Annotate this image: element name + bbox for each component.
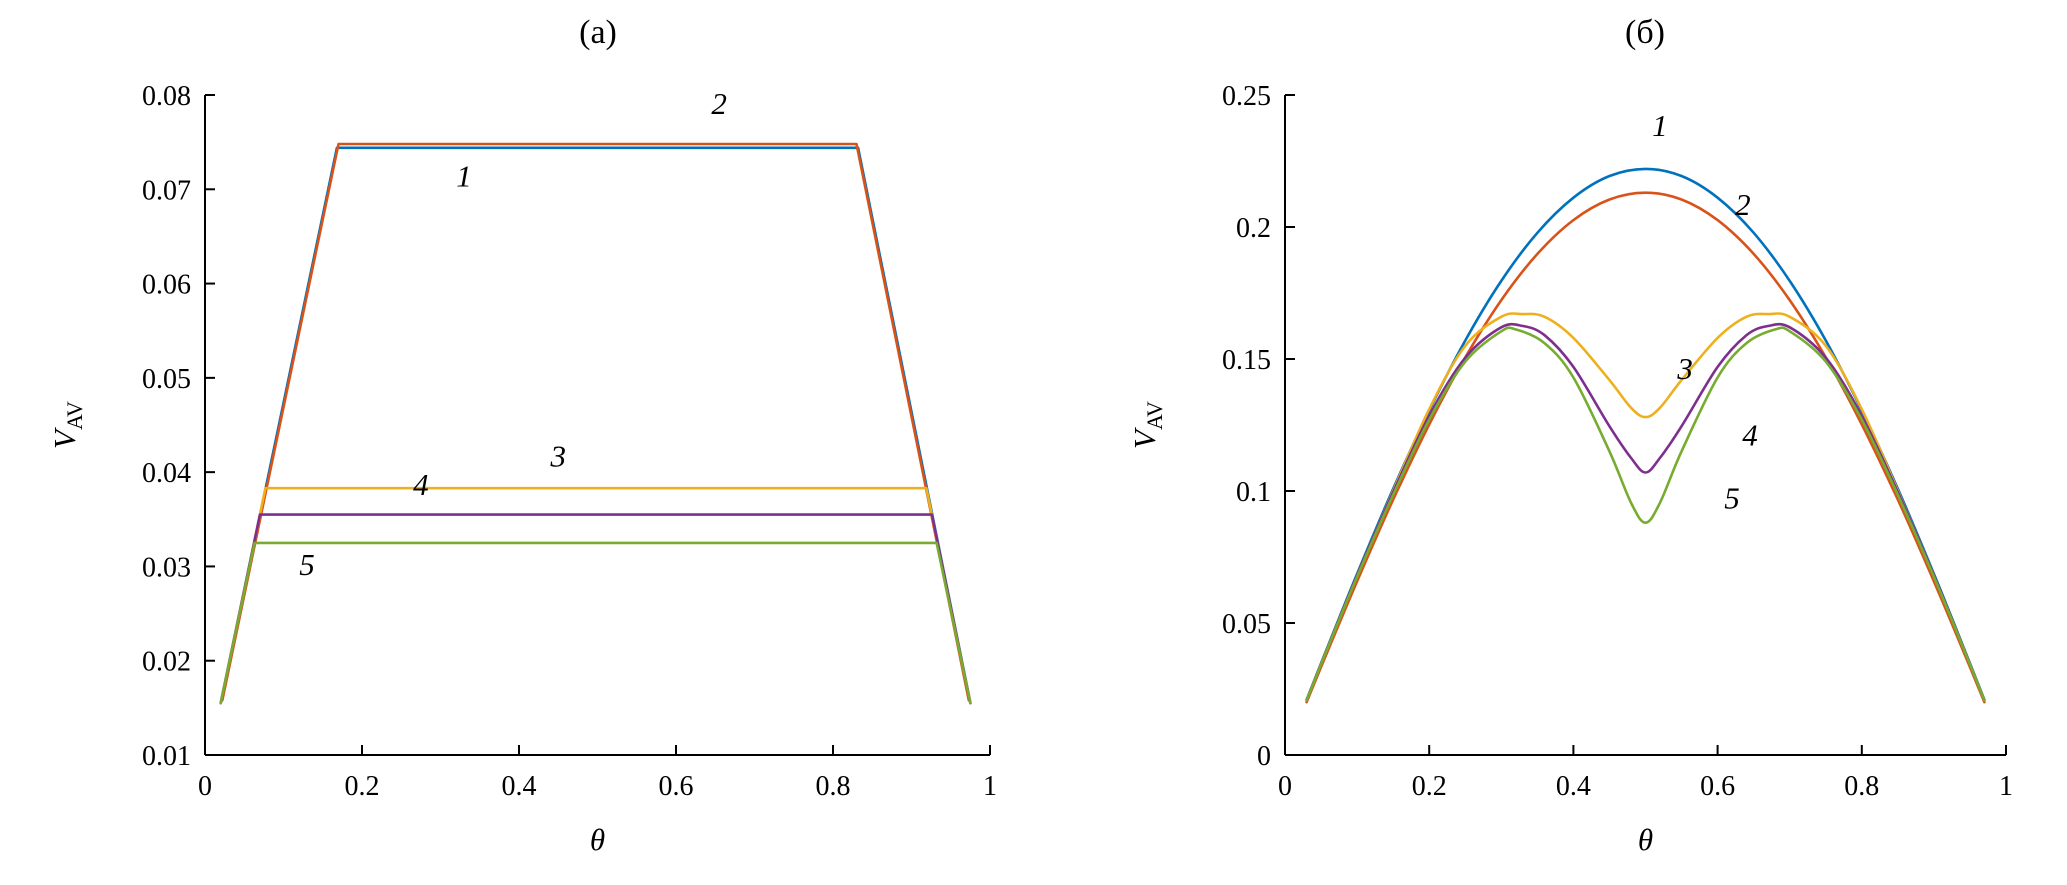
curve-label-5: 5 [1724,481,1740,516]
chart-panel-b: 0 0.2 0.4 0.6 0.8 1 0 0.05 0.1 0.15 0.2 0.25 1 2 3 4 5 θ V… [1033,0,2067,880]
curve-label-4: 4 [1742,418,1758,453]
curve-1 [219,146,972,705]
y-tick-label: 0.01 [142,741,191,772]
panel-b-title: (б) [1625,14,1665,51]
x-tick-label: 0 [1278,771,1292,802]
x-tick-label: 0.6 [659,771,694,802]
curve-2 [1305,191,1986,704]
y-tick-label: 0.25 [1222,81,1271,112]
x-tick-label: 1 [1999,771,2013,802]
y-axis-label: VAV [1127,401,1167,449]
curve-label-1: 1 [456,158,472,193]
curve-1 [1305,167,1986,702]
curve-label-3: 3 [550,438,567,473]
curve-label-2: 2 [1735,187,1751,222]
panel-a-title: (a) [579,14,617,51]
curve-label-2: 2 [711,86,727,121]
svg-text:VAV: VAV [1127,401,1167,449]
y-tick-label: 0.05 [142,364,191,395]
chart-svg: 0 0.2 0.4 0.6 0.8 1 0.01 0.02 0.03 0.04 0.05 0.06 0.… [47,81,997,857]
x-tick-label: 0.8 [1844,771,1879,802]
x-tick-label: 0.6 [1700,771,1735,802]
y-tick-label: 0.05 [1222,609,1271,640]
y-tick-label: 0 [1257,741,1271,772]
y-tick-label: 0.08 [142,81,191,112]
curve-label-3: 3 [1676,351,1693,386]
curve-5 [219,541,972,705]
y-tick-label: 0.02 [142,647,191,678]
x-tick-label: 1 [983,771,997,802]
x-tick-label: 0.4 [1556,771,1591,802]
y-tick-label: 0.03 [142,552,191,583]
y-tick-label: 0.1 [1236,477,1271,508]
x-axis-label: θ [1638,822,1653,857]
y-tick-label: 0.04 [142,458,191,489]
x-tick-label: 0.4 [502,771,537,802]
x-tick-label: 0.8 [816,771,851,802]
y-tick-label: 0.15 [1222,345,1271,376]
chart-panel-a: 0 0.2 0.4 0.6 0.8 1 0.01 0.02 0.03 0.04 0.05 0.06 0.… [0,0,1033,880]
curve-5 [1305,326,1986,702]
svg-text:VAV: VAV [47,401,87,449]
x-tick-label: 0 [198,771,212,802]
x-tick-label: 0.2 [345,771,380,802]
x-axis-label: θ [590,822,605,857]
y-axis-label: VAV [47,401,87,449]
y-tick-label: 0.07 [142,175,191,206]
curve-3 [1355,312,1936,577]
x-tick-label: 0.2 [1412,771,1447,802]
curve-label-5: 5 [299,547,315,582]
curve-2 [221,142,971,702]
curve-label-1: 1 [1652,108,1668,143]
y-tick-label: 0.06 [142,270,191,301]
chart-svg: 0 0.2 0.4 0.6 0.8 1 0 0.05 0.1 0.15 0.2 0.25 1 2 3 45 θ V… [1127,81,2013,857]
curve-label-4: 4 [413,467,429,502]
y-tick-label: 0.2 [1236,213,1271,244]
curve-4 [1305,322,1986,702]
curve-3 [219,486,972,705]
